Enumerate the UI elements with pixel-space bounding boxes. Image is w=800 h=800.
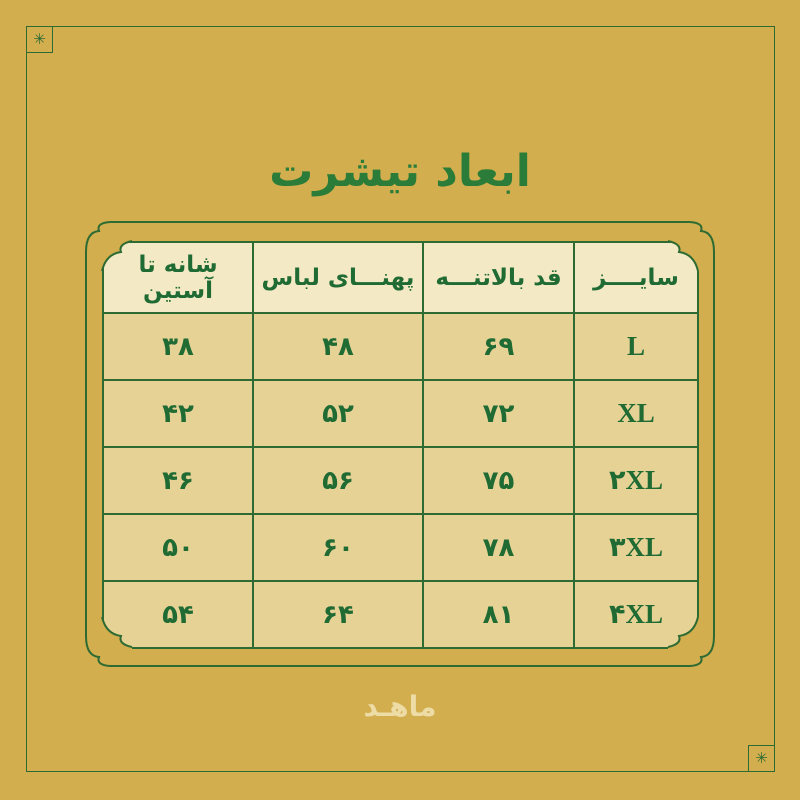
cell-bodice-length: ۷۵ [422, 446, 575, 515]
cell-size: ۴XL [573, 580, 699, 649]
size-table: سایــــز قد بالاتنـــه پهنـــای لباس شان… [102, 241, 699, 649]
corner-star-box-bottom-right: ✳ [748, 745, 775, 772]
corner-star-box-top-left: ✳ [26, 26, 53, 53]
cell-bodice-length: ۸۱ [422, 580, 575, 649]
cell-garment-width: ۶۴ [252, 580, 424, 649]
eight-point-star-icon: ✳ [33, 30, 46, 48]
table-row: L ۶۹ ۴۸ ۳۸ [102, 312, 699, 381]
cell-garment-width: ۶۰ [252, 513, 424, 582]
cell-garment-width: ۵۶ [252, 446, 424, 515]
cell-size: ۳XL [573, 513, 699, 582]
cell-garment-width: ۵۲ [252, 379, 424, 448]
table-row: ۳XL ۷۸ ۶۰ ۵۰ [102, 513, 699, 582]
size-label: XL [617, 398, 655, 428]
cell-bodice-length: ۶۹ [422, 312, 575, 381]
eight-point-star-icon: ✳ [755, 749, 768, 767]
column-header-bodice-length: قد بالاتنـــه [422, 241, 575, 314]
table-row: XL ۷۲ ۵۲ ۴۲ [102, 379, 699, 448]
cell-size: L [573, 312, 699, 381]
page-title: ابعاد تیشرت [269, 146, 531, 197]
column-header-size: سایــــز [573, 241, 699, 314]
cell-garment-width: ۴۸ [252, 312, 424, 381]
size-label: ۳XL [609, 532, 663, 562]
size-label: L [626, 331, 645, 361]
cell-shoulder-to-sleeve: ۴۶ [102, 446, 254, 515]
cell-size: ۲XL [573, 446, 699, 515]
column-header-shoulder-to-sleeve: شانه تا آستین [102, 241, 254, 314]
cell-shoulder-to-sleeve: ۵۴ [102, 580, 254, 649]
cell-size: XL [573, 379, 699, 448]
page-border-frame [26, 26, 775, 772]
header-row: سایــــز قد بالاتنـــه پهنـــای لباس شان… [102, 241, 699, 314]
table-row: ۴XL ۸۱ ۶۴ ۵۴ [102, 580, 699, 649]
watermark-brand-text: ماهـد [363, 690, 437, 723]
size-chart-frame: سایــــز قد بالاتنـــه پهنـــای لباس شان… [80, 218, 720, 670]
cell-shoulder-to-sleeve: ۵۰ [102, 513, 254, 582]
cell-bodice-length: ۷۸ [422, 513, 575, 582]
cell-shoulder-to-sleeve: ۳۸ [102, 312, 254, 381]
column-header-garment-width: پهنـــای لباس [252, 241, 424, 314]
cell-shoulder-to-sleeve: ۴۲ [102, 379, 254, 448]
size-label: ۴XL [609, 599, 663, 629]
size-label: ۲XL [609, 465, 663, 495]
table-row: ۲XL ۷۵ ۵۶ ۴۶ [102, 446, 699, 515]
cell-bodice-length: ۷۲ [422, 379, 575, 448]
